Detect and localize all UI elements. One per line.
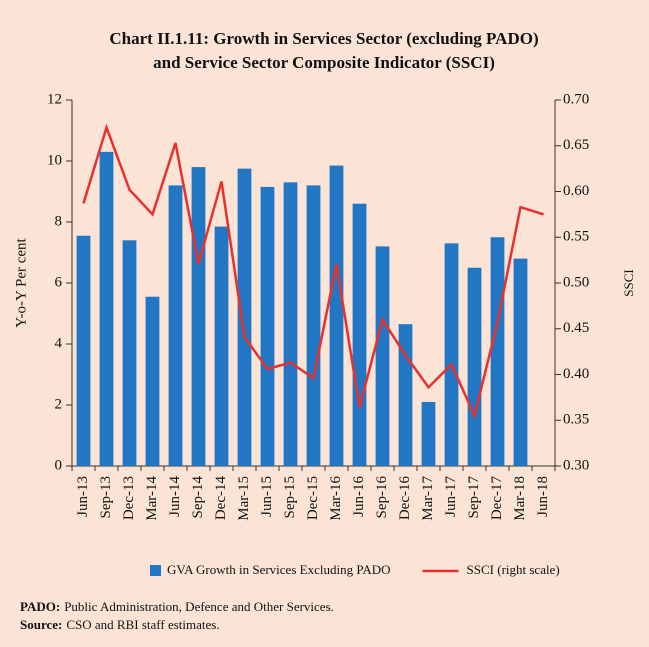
x-tick-label: Jun-18 (535, 476, 551, 517)
x-tick-label: Dec-16 (397, 476, 413, 521)
y-axis-label: Y-o-Y Per cent (13, 237, 29, 327)
chart-title: and Service Sector Composite Indicator (… (153, 53, 495, 72)
bar (214, 226, 229, 466)
x-tick-label: Dec-14 (213, 476, 229, 521)
note-label: PADO: (20, 599, 60, 614)
x-tick-label: Sep-14 (190, 476, 206, 519)
x-tick-label: Mar-15 (236, 476, 252, 521)
note-text: Public Administration, Defence and Other… (64, 599, 334, 614)
bar (76, 235, 91, 466)
x-tick-label: Sep-13 (98, 476, 114, 519)
y2-tick-label: 0.50 (563, 274, 589, 290)
bar (467, 267, 482, 466)
bar (398, 324, 413, 466)
y2-tick-label: 0.60 (563, 183, 589, 199)
y-tick-label: 8 (55, 213, 63, 229)
x-tick-label: Mar-17 (420, 476, 436, 521)
y-tick-label: 0 (55, 457, 63, 473)
x-tick-label: Sep-17 (466, 476, 482, 519)
x-tick-label: Jun-17 (443, 476, 459, 517)
x-tick-label: Jun-15 (259, 476, 275, 517)
y2-tick-label: 0.30 (563, 457, 589, 473)
y2-tick-label: 0.55 (563, 229, 589, 245)
y-tick-label: 12 (47, 91, 62, 107)
bar (237, 168, 252, 466)
bar (375, 246, 390, 466)
line (82, 123, 544, 420)
x-tick-label: Jun-13 (75, 476, 91, 517)
bar (168, 185, 183, 466)
bar (191, 167, 206, 466)
bar (283, 182, 298, 466)
note: PADO: Public Administration, Defence and … (20, 599, 334, 614)
y2-tick-label: 0.40 (563, 366, 589, 382)
x-tick-label: Dec-13 (121, 476, 137, 520)
y2-tick-label: 0.45 (563, 320, 589, 336)
x-tick-label: Dec-15 (305, 476, 321, 520)
bar (329, 165, 344, 466)
note-text: CSO and RBI staff estimates. (66, 617, 219, 632)
y2-tick-label: 0.65 (563, 137, 589, 153)
bar (99, 151, 114, 466)
bar (122, 240, 137, 466)
x-tick-label: Dec-17 (489, 476, 505, 521)
x-tick-label: Mar-14 (144, 476, 160, 521)
legend-label: SSCI (right scale) (467, 562, 560, 577)
y2-tick-label: 0.70 (563, 91, 589, 107)
y-tick-label: 2 (55, 396, 63, 412)
y-tick-label: 10 (47, 152, 62, 168)
y2-axis-label: SSCI (621, 269, 636, 296)
x-tick-label: Sep-15 (282, 476, 298, 519)
note-label: Source: (20, 617, 62, 632)
legend-label: GVA Growth in Services Excluding PADO (167, 562, 391, 577)
y-tick-label: 6 (55, 274, 63, 290)
bar (490, 237, 505, 466)
y-tick-label: 4 (55, 335, 63, 351)
x-tick-label: Mar-18 (512, 476, 528, 521)
x-tick-label: Sep-16 (374, 476, 390, 519)
bar (421, 401, 436, 466)
x-tick-label: Jun-16 (351, 476, 367, 517)
bar (260, 186, 275, 467)
bar (145, 296, 160, 466)
x-tick-label: Mar-16 (328, 476, 344, 521)
legend-swatch (150, 565, 161, 576)
chart-title: Chart II.1.11: Growth in Services Sector… (109, 29, 538, 48)
bar (444, 243, 459, 466)
x-tick-label: Jun-14 (167, 476, 183, 517)
bar (513, 258, 528, 466)
bar (306, 185, 321, 466)
note: Source: CSO and RBI staff estimates. (20, 617, 220, 632)
y2-tick-label: 0.35 (563, 412, 589, 428)
bar (352, 203, 367, 466)
